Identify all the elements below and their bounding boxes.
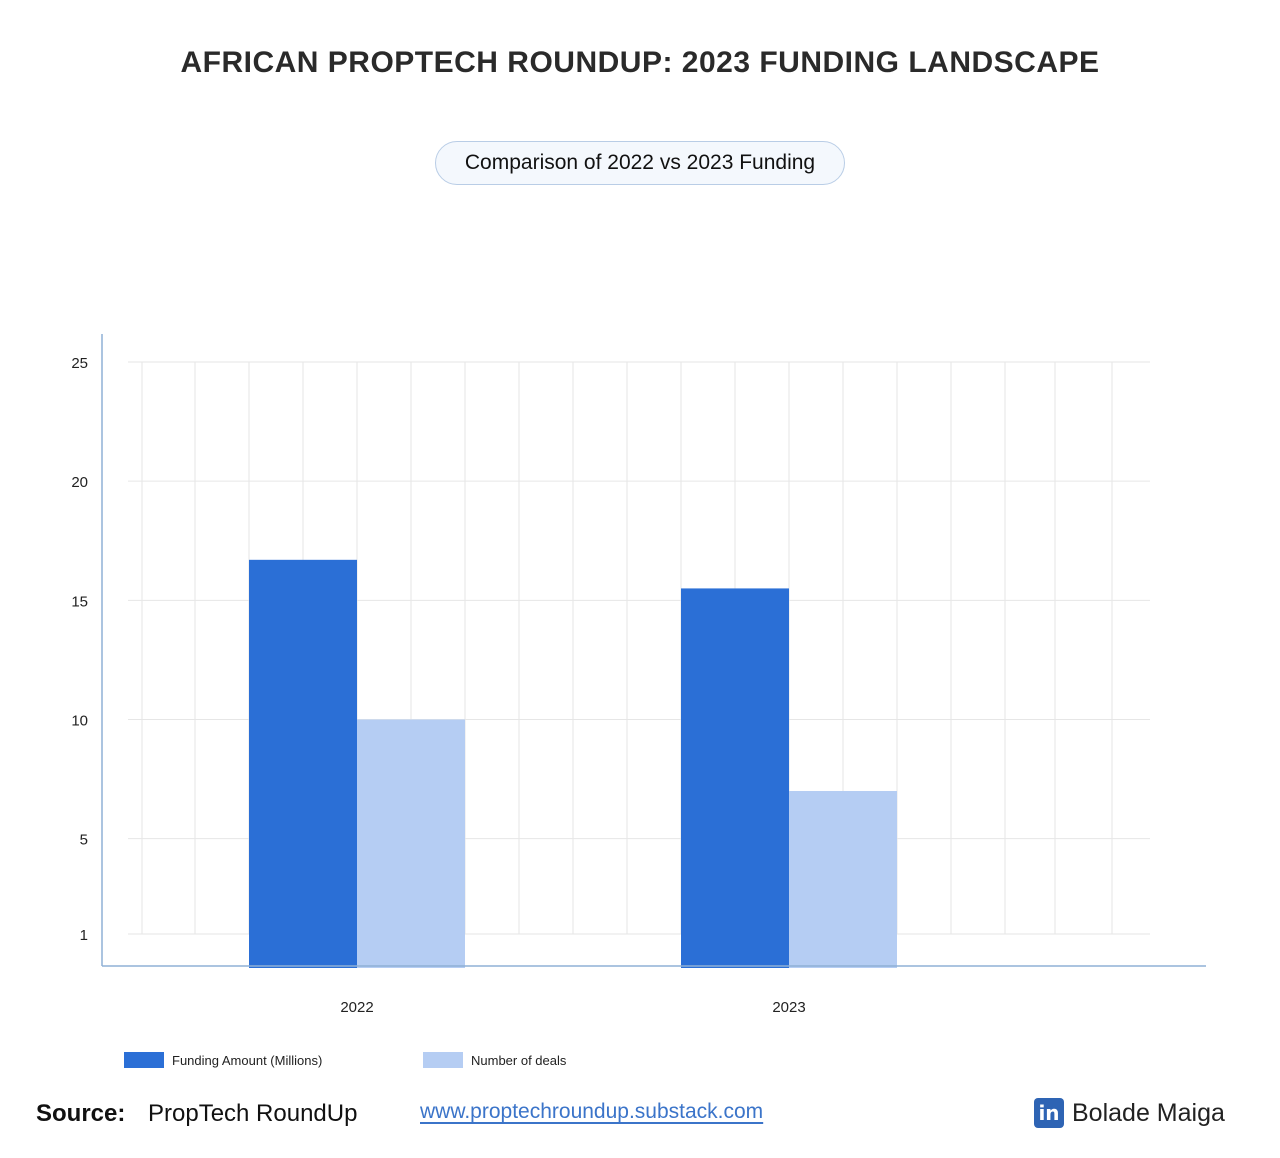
y-tick-label: 5 (80, 832, 88, 849)
linkedin-icon: in (1034, 1098, 1064, 1128)
footer: Source: PropTech RoundUp www.proptechrou… (0, 1096, 1280, 1136)
y-tick-label: 10 (71, 713, 88, 730)
bars (249, 559, 897, 968)
legend-label-deals: Number of deals (471, 1052, 567, 1068)
author-name: Bolade Maiga (1072, 1098, 1225, 1127)
bar-2023-0 (681, 588, 789, 968)
x-tick-label: 2023 (772, 999, 805, 1016)
legend-swatch-funding (124, 1052, 164, 1068)
bar-2022-0 (249, 559, 357, 968)
legend-swatch-deals (423, 1052, 463, 1068)
x-axis-ticks: 2022 2023 (340, 999, 805, 1016)
bar-2023-1 (789, 791, 897, 968)
legend-label-funding: Funding Amount (Millions) (172, 1052, 323, 1068)
y-tick-label: 1 (80, 927, 88, 944)
y-tick-label: 25 (71, 355, 88, 372)
chart-subtitle: Comparison of 2022 vs 2023 Funding (435, 141, 845, 185)
legend-item-deals: Number of deals (423, 1052, 566, 1068)
author-block: in Bolade Maiga (1034, 1098, 1225, 1128)
x-tick-label: 2022 (340, 999, 373, 1016)
y-tick-label: 15 (71, 593, 88, 610)
source-name: PropTech RoundUp (148, 1100, 358, 1127)
bar-2022-1 (357, 719, 465, 968)
source-url-link[interactable]: www.proptechroundup.substack.com (420, 1100, 764, 1123)
legend-item-funding: Funding Amount (Millions) (124, 1052, 322, 1068)
y-tick-label: 20 (71, 474, 88, 491)
source-label: Source: (36, 1100, 126, 1127)
chart-title: AFRICAN PROPTECH ROUNDUP: 2023 FUNDING L… (180, 46, 1100, 79)
legend: Funding Amount (Millions) Number of deal… (0, 1052, 1280, 1072)
